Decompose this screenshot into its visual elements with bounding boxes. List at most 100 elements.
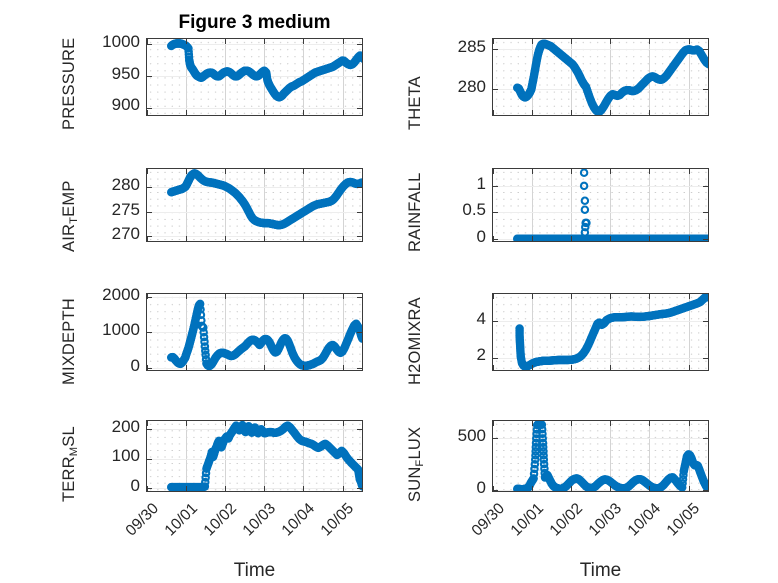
x-tick-mark — [571, 169, 573, 174]
x-tick-mark — [610, 421, 612, 426]
x-tick-mark — [225, 169, 227, 174]
x-tick-mark — [342, 236, 344, 241]
x-tick-mark — [147, 294, 148, 299]
x-tick-mark — [264, 365, 266, 370]
axes-terr_msl — [146, 420, 363, 492]
axes-pressure — [146, 38, 363, 116]
x-tick-mark — [649, 294, 651, 299]
y-tick-label: 280 — [111, 175, 140, 195]
y-tick-mark — [703, 489, 708, 491]
x-tick-mark — [186, 365, 188, 370]
y-axis-label-rainfall: RAINFALL — [406, 172, 424, 252]
x-tick-mark — [571, 236, 573, 241]
x-tick-mark — [571, 421, 573, 426]
x-tick-mark — [303, 39, 305, 44]
data-series-terr_msl — [166, 421, 362, 491]
y-tick-label: 2 — [476, 345, 486, 365]
y-tick-mark — [493, 89, 498, 91]
x-tick-mark — [532, 110, 534, 115]
data-series-pressure — [166, 39, 362, 102]
y-axis-label-h2omixra: H2OMIXRA — [406, 297, 424, 385]
y-tick-mark — [357, 367, 362, 369]
y-axis-label-sun_flux: SUNFLUX — [406, 426, 427, 502]
x-tick-label: 10/05 — [318, 500, 358, 540]
y-tick-mark — [147, 458, 152, 460]
y-tick-mark — [703, 238, 708, 240]
y-tick-label: 2000 — [102, 284, 140, 304]
x-tick-mark — [688, 39, 690, 44]
x-tick-label: 09/30 — [468, 500, 509, 540]
x-tick-mark — [610, 365, 612, 370]
y-axis-label-pressure: PRESSURE — [60, 37, 78, 130]
data-series-rainfall — [512, 169, 708, 241]
y-tick-mark — [357, 296, 362, 298]
x-tick-label: 10/02 — [200, 500, 241, 540]
x-tick-mark — [610, 169, 612, 174]
x-tick-mark — [303, 110, 305, 115]
x-tick-mark — [688, 236, 690, 241]
x-tick-mark — [688, 294, 690, 299]
y-tick-mark — [357, 44, 362, 46]
x-tick-mark — [303, 294, 305, 299]
y-tick-mark — [703, 212, 708, 214]
x-tick-label: 10/01 — [161, 500, 202, 540]
x-tick-mark — [342, 39, 344, 44]
x-tick-mark — [493, 39, 494, 44]
y-tick-label: 0 — [130, 475, 140, 495]
y-tick-mark — [493, 185, 498, 187]
axes-h2omixra — [492, 293, 709, 371]
x-tick-mark — [532, 421, 534, 426]
x-tick-mark — [186, 486, 188, 491]
x-tick-mark — [264, 169, 266, 174]
x-tick-mark — [493, 236, 494, 241]
x-tick-mark — [610, 236, 612, 241]
x-tick-mark — [342, 294, 344, 299]
axes-theta — [492, 38, 709, 116]
y-tick-label: 285 — [457, 36, 486, 56]
x-tick-mark — [264, 421, 266, 426]
x-tick-label: 10/02 — [546, 500, 587, 540]
y-tick-mark — [147, 367, 152, 369]
x-tick-mark — [610, 110, 612, 115]
x-tick-mark — [649, 421, 651, 426]
y-tick-mark — [493, 48, 498, 50]
x-tick-mark — [571, 294, 573, 299]
y-tick-mark — [493, 238, 498, 240]
x-tick-mark — [147, 421, 148, 426]
x-tick-mark — [532, 294, 534, 299]
x-tick-mark — [493, 169, 494, 174]
x-tick-label: 10/03 — [585, 500, 626, 540]
x-tick-label: 10/01 — [507, 500, 548, 540]
y-tick-label: 1 — [476, 173, 486, 193]
y-tick-mark — [357, 332, 362, 334]
x-tick-mark — [225, 294, 227, 299]
data-series-mixdepth — [166, 299, 362, 370]
x-tick-mark — [186, 294, 188, 299]
y-tick-label: 275 — [111, 199, 140, 219]
x-tick-mark — [264, 294, 266, 299]
y-axis-label-air_temp: AIRTEMP — [60, 180, 81, 252]
x-tick-mark — [649, 236, 651, 241]
x-tick-mark — [342, 169, 344, 174]
x-tick-mark — [303, 236, 305, 241]
x-tick-mark — [649, 110, 651, 115]
x-tick-mark — [147, 365, 148, 370]
y-tick-label: 200 — [111, 417, 140, 437]
x-tick-mark — [649, 486, 651, 491]
y-tick-label: 950 — [111, 63, 140, 83]
x-tick-label: 09/30 — [122, 500, 163, 540]
x-tick-mark — [147, 169, 148, 174]
y-tick-mark — [493, 212, 498, 214]
x-tick-mark — [688, 169, 690, 174]
y-tick-mark — [703, 357, 708, 359]
y-tick-label: 100 — [111, 446, 140, 466]
y-tick-mark — [147, 429, 152, 431]
x-tick-mark — [303, 169, 305, 174]
x-tick-mark — [649, 169, 651, 174]
data-series-theta — [512, 39, 708, 115]
x-tick-mark — [532, 365, 534, 370]
y-tick-mark — [703, 437, 708, 439]
x-axis-label: Time — [233, 560, 276, 581]
y-tick-label: 0 — [130, 355, 140, 375]
x-tick-mark — [225, 236, 227, 241]
